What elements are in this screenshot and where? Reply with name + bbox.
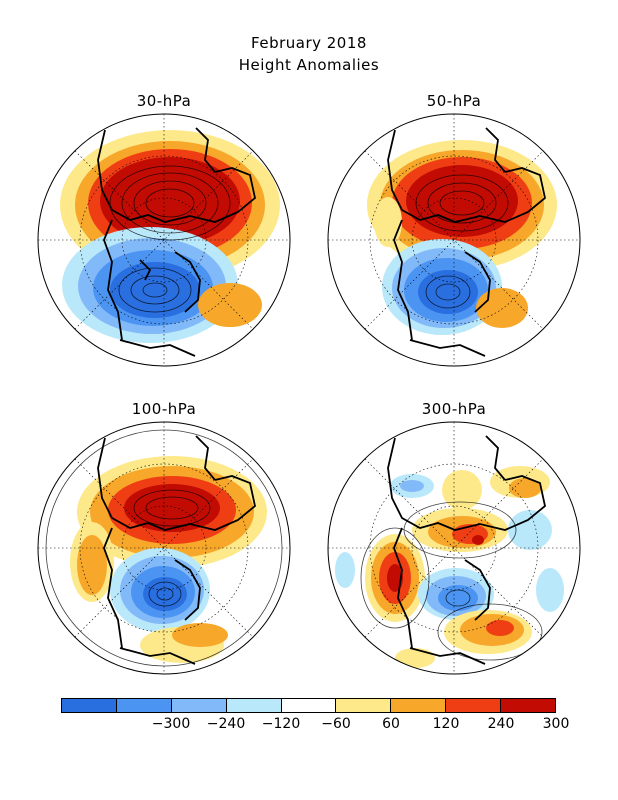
- colorbar-label: 300: [542, 716, 570, 732]
- graticule-30hpa: [38, 114, 290, 366]
- colorbar-label: −120: [261, 716, 301, 732]
- map-panel-30hpa: [37, 113, 291, 367]
- map-panel-50hpa: [327, 113, 581, 367]
- colorbar-labels: −300 −240 −120 −60 60 120 240 300: [61, 716, 570, 734]
- contours-30hpa: [109, 165, 231, 313]
- panel-title-300hpa: 300-hPa: [421, 400, 487, 418]
- coastlines-50hpa: [387, 127, 546, 357]
- colorbar-bin: [171, 699, 227, 712]
- graticule-300hpa: [328, 422, 580, 674]
- figure-title-line2: Height Anomalies: [238, 56, 380, 74]
- colorbar-label: 60: [382, 716, 400, 732]
- contours-300hpa: [360, 501, 543, 661]
- colorbar-bin: [501, 699, 556, 712]
- panel-title-50hpa: 50-hPa: [426, 92, 482, 110]
- colorbar-bin: [446, 699, 502, 712]
- graticule-50hpa: [328, 114, 580, 366]
- anomaly-fill-100hpa: [70, 456, 267, 663]
- contours-50hpa: [415, 174, 509, 309]
- panel-title-30hpa: 30-hPa: [136, 92, 192, 110]
- colorbar-label: −60: [321, 716, 351, 732]
- colorbar-bin: [391, 699, 447, 712]
- colorbar-bin: [226, 699, 282, 712]
- coastlines-100hpa: [97, 435, 256, 665]
- figure-title-line1: February 2018: [251, 34, 367, 52]
- coastlines-30hpa: [97, 127, 256, 357]
- map-panel-300hpa: [327, 421, 581, 675]
- colorbar-label: 240: [487, 716, 515, 732]
- anomaly-fill-50hpa: [367, 140, 557, 335]
- colorbar-label: 120: [432, 716, 460, 732]
- coastlines-300hpa: [387, 435, 546, 665]
- colorbar-bin: [336, 699, 392, 712]
- graticule-100hpa: [38, 422, 290, 674]
- colorbar: [61, 698, 556, 713]
- colorbar-label: −300: [151, 716, 191, 732]
- colorbar-label: −240: [206, 716, 246, 732]
- colorbar-bin: [281, 699, 337, 712]
- colorbar-bin: [116, 699, 172, 712]
- panel-title-100hpa: 100-hPa: [131, 400, 197, 418]
- map-panel-100hpa: [37, 421, 291, 675]
- colorbar-bin: [62, 699, 117, 712]
